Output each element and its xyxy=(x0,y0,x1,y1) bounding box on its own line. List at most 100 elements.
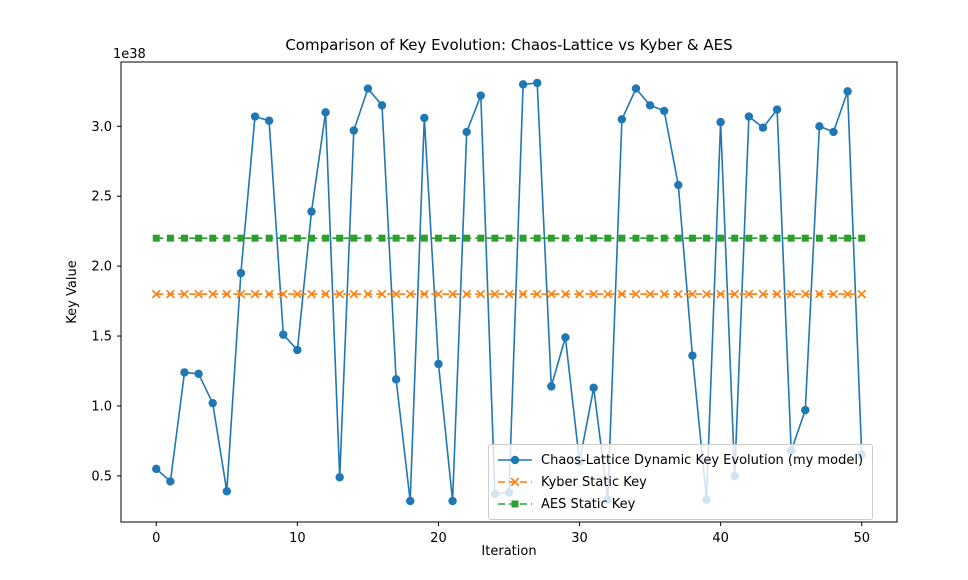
data-point xyxy=(632,234,640,242)
data-point xyxy=(815,289,824,299)
data-point xyxy=(703,234,711,242)
data-point xyxy=(166,477,175,486)
data-point xyxy=(434,289,443,299)
data-point xyxy=(731,234,739,242)
data-point xyxy=(674,180,683,190)
data-point xyxy=(236,268,246,278)
data-point xyxy=(843,289,852,299)
data-point xyxy=(645,289,655,299)
data-point xyxy=(857,289,866,299)
y-tick-label: 0.5 xyxy=(91,469,112,484)
data-point xyxy=(448,496,457,506)
data-point xyxy=(717,234,725,242)
data-point xyxy=(152,234,160,242)
data-point xyxy=(674,234,682,242)
data-point xyxy=(716,117,725,127)
data-point xyxy=(477,234,485,242)
data-point xyxy=(533,78,542,88)
data-point xyxy=(152,289,161,299)
data-point xyxy=(533,234,541,242)
data-point xyxy=(589,289,598,299)
data-point xyxy=(476,289,485,299)
data-point xyxy=(293,234,301,242)
data-point xyxy=(194,369,203,378)
data-point xyxy=(180,234,188,242)
data-point xyxy=(772,105,782,114)
data-point xyxy=(222,487,232,496)
data-point xyxy=(659,289,669,299)
data-point xyxy=(251,234,259,242)
data-point xyxy=(449,234,457,242)
data-point xyxy=(773,234,781,242)
data-point xyxy=(604,234,612,242)
data-point xyxy=(462,127,471,137)
series-square xyxy=(152,234,866,242)
data-point xyxy=(674,289,683,299)
data-point xyxy=(801,405,810,415)
data-point xyxy=(180,289,189,299)
y-tick-label: 2.0 xyxy=(91,260,112,275)
data-point xyxy=(264,289,274,299)
data-point xyxy=(631,289,641,299)
data-point xyxy=(631,84,641,93)
data-point xyxy=(237,234,245,242)
data-point xyxy=(561,333,570,342)
data-point xyxy=(772,289,782,299)
data-point xyxy=(350,234,358,242)
data-point xyxy=(335,473,344,482)
data-point xyxy=(321,289,330,299)
data-point xyxy=(518,289,528,299)
data-point xyxy=(378,234,386,242)
data-point xyxy=(688,234,696,242)
data-point xyxy=(377,289,387,299)
data-point xyxy=(279,330,288,339)
data-point xyxy=(406,496,415,506)
data-point xyxy=(589,383,598,392)
data-point xyxy=(209,234,217,242)
data-point xyxy=(349,289,359,299)
data-point xyxy=(617,115,627,124)
data-point xyxy=(858,234,866,242)
data-point xyxy=(434,359,443,369)
legend-marker-x xyxy=(498,477,532,487)
series-circle xyxy=(152,78,866,506)
data-point xyxy=(307,207,316,216)
legend-item: Kyber Static Key xyxy=(496,472,863,492)
data-point xyxy=(208,289,217,299)
data-point xyxy=(744,289,754,299)
data-point xyxy=(223,234,231,242)
data-point xyxy=(688,351,697,360)
series-x xyxy=(152,289,866,299)
data-point xyxy=(518,80,528,89)
data-point xyxy=(490,289,500,299)
data-point xyxy=(745,234,753,242)
data-point xyxy=(307,234,315,242)
series-line xyxy=(155,82,863,502)
data-point xyxy=(420,289,429,299)
y-tick-label: 3.0 xyxy=(91,120,112,135)
y-axis-offset-text: 1e38 xyxy=(113,47,146,62)
data-point xyxy=(434,234,442,242)
data-point xyxy=(166,289,175,299)
x-tick-label: 10 xyxy=(289,531,306,546)
data-point xyxy=(264,116,274,125)
x-axis-label: Iteration xyxy=(481,544,537,559)
data-point xyxy=(547,382,556,391)
data-point xyxy=(702,289,711,299)
y-axis-label: Key Value xyxy=(65,260,80,324)
data-point xyxy=(293,345,302,355)
data-point xyxy=(463,234,471,242)
data-point xyxy=(364,234,372,242)
legend-item: AES Static Key xyxy=(496,494,863,514)
data-point xyxy=(787,234,795,242)
data-point xyxy=(758,289,768,299)
data-point xyxy=(660,234,668,242)
data-point xyxy=(279,289,288,299)
data-point xyxy=(335,289,344,299)
data-point xyxy=(660,106,669,116)
data-point xyxy=(336,234,344,242)
data-point xyxy=(322,234,330,242)
data-point xyxy=(152,464,161,474)
x-tick-label: 40 xyxy=(712,531,729,546)
